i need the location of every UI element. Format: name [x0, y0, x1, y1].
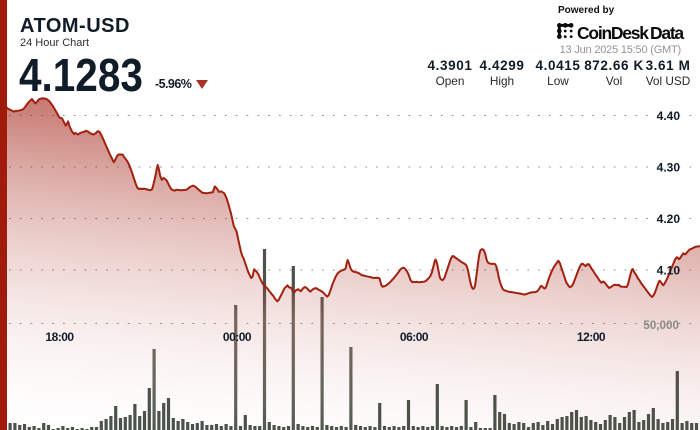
svg-text:12:00: 12:00	[577, 330, 606, 344]
svg-text:4.30: 4.30	[657, 161, 681, 175]
svg-text:4.20: 4.20	[657, 212, 681, 226]
svg-text:06:00: 06:00	[400, 330, 429, 344]
svg-text:50,000: 50,000	[643, 319, 679, 332]
svg-text:00:00: 00:00	[223, 330, 252, 344]
svg-text:4.40: 4.40	[657, 109, 681, 123]
svg-text:4.10: 4.10	[657, 264, 681, 278]
svg-text:18:00: 18:00	[45, 330, 74, 344]
